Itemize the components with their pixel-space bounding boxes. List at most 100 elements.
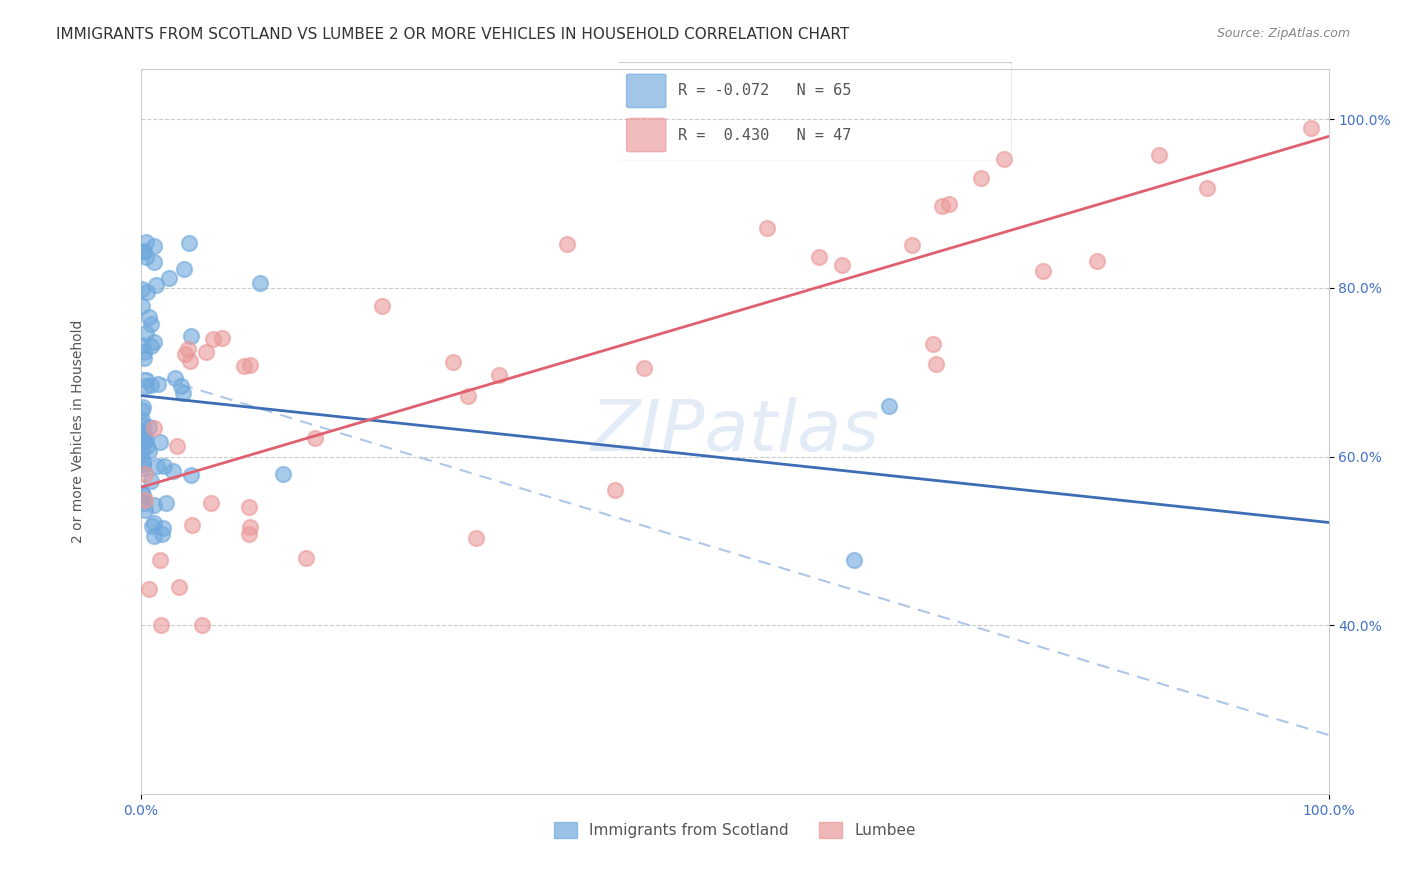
Text: R = -0.072   N = 65: R = -0.072 N = 65 (678, 83, 851, 98)
Point (1085, 253, 1108, 268)
Point (139, 378, 162, 392)
Point (173, 262, 195, 277)
Point (135, 250, 157, 264)
Point (238, 358, 260, 372)
Point (132, 345, 155, 359)
Point (136, 285, 159, 300)
Point (457, 389, 479, 403)
Text: Source: ZipAtlas.com: Source: ZipAtlas.com (1216, 27, 1350, 40)
Point (150, 618, 173, 632)
Point (131, 445, 153, 459)
Point (148, 376, 170, 391)
Point (201, 332, 224, 346)
Point (131, 299, 153, 313)
Point (132, 461, 155, 475)
Point (464, 531, 486, 545)
Point (142, 421, 165, 435)
Point (938, 196, 960, 211)
Point (132, 244, 155, 258)
Point (142, 529, 165, 543)
Point (134, 492, 156, 507)
Point (138, 310, 160, 324)
Y-axis label: 2 or more Vehicles in Household: 2 or more Vehicles in Household (72, 319, 86, 543)
Point (134, 467, 156, 482)
Point (152, 521, 174, 535)
Point (135, 379, 157, 393)
Point (842, 552, 865, 566)
Point (441, 354, 464, 368)
Point (132, 453, 155, 467)
Point (155, 496, 177, 510)
Point (304, 431, 326, 445)
Point (132, 458, 155, 472)
Point (136, 439, 159, 453)
Point (134, 427, 156, 442)
Point (159, 271, 181, 285)
Point (170, 378, 193, 392)
Point (488, 368, 510, 382)
Point (148, 435, 170, 450)
Point (295, 551, 318, 566)
Point (132, 426, 155, 441)
Point (131, 403, 153, 417)
Point (132, 351, 155, 365)
Point (131, 245, 153, 260)
Point (831, 258, 853, 272)
Text: ZIPatlas: ZIPatlas (591, 397, 879, 466)
Point (273, 467, 295, 481)
Point (174, 347, 197, 361)
Point (141, 475, 163, 489)
Point (901, 238, 924, 252)
Point (131, 412, 153, 426)
Point (163, 371, 186, 385)
Point (557, 236, 579, 251)
Point (162, 465, 184, 479)
Point (131, 337, 153, 351)
Point (169, 580, 191, 594)
Point (233, 359, 256, 373)
Point (166, 439, 188, 453)
Point (131, 281, 153, 295)
Point (239, 520, 262, 534)
Point (142, 498, 165, 512)
Point (132, 401, 155, 415)
Point (249, 276, 271, 290)
Point (238, 527, 260, 541)
Point (150, 527, 173, 541)
Point (877, 400, 900, 414)
Point (139, 339, 162, 353)
Point (172, 385, 194, 400)
Point (135, 433, 157, 447)
Point (179, 353, 201, 368)
Legend: Immigrants from Scotland, Lumbee: Immigrants from Scotland, Lumbee (547, 816, 922, 845)
Point (370, 300, 392, 314)
Point (138, 420, 160, 434)
Point (194, 345, 217, 359)
Point (149, 553, 172, 567)
Point (142, 516, 165, 530)
Point (970, 171, 993, 186)
Point (177, 235, 200, 250)
Point (180, 467, 202, 482)
Point (238, 500, 260, 514)
Point (134, 503, 156, 517)
Point (135, 373, 157, 387)
Point (931, 198, 953, 212)
Point (211, 331, 233, 345)
Point (135, 235, 157, 250)
Point (181, 518, 204, 533)
Point (143, 239, 166, 253)
FancyBboxPatch shape (627, 119, 666, 152)
Point (131, 486, 153, 500)
Point (153, 458, 176, 473)
Point (633, 361, 655, 376)
Point (138, 582, 160, 597)
Point (138, 444, 160, 458)
Point (922, 337, 945, 351)
Point (146, 459, 169, 474)
Point (191, 618, 214, 632)
FancyBboxPatch shape (627, 74, 666, 108)
Point (141, 318, 163, 332)
Point (141, 518, 163, 533)
Point (145, 277, 167, 292)
